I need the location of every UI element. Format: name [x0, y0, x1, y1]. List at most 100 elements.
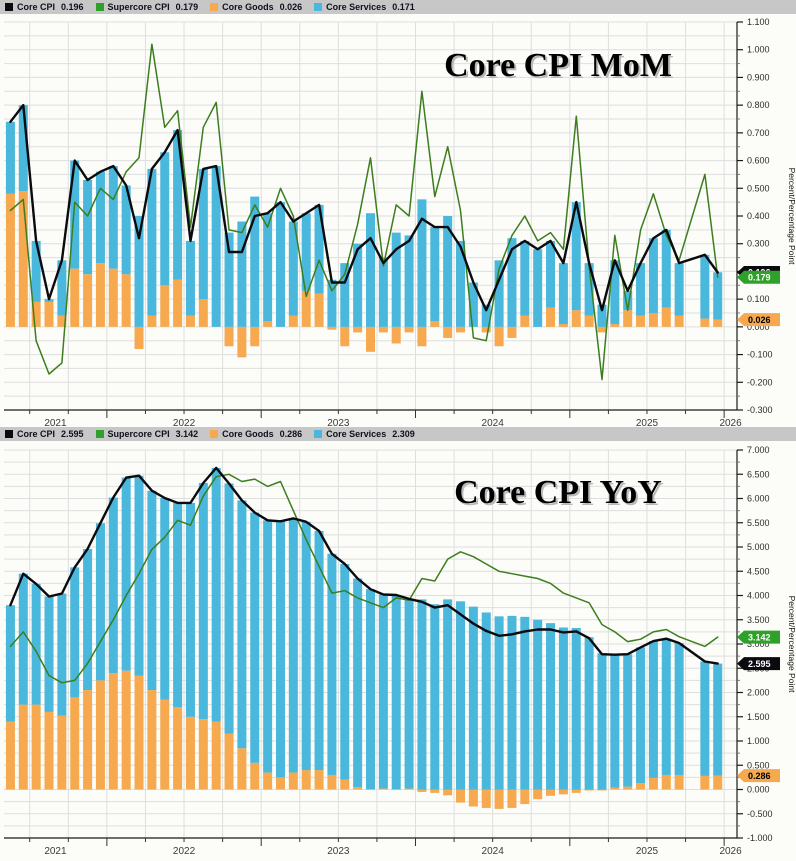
svg-text:0.400: 0.400	[747, 211, 770, 221]
svg-text:Core CPI YoY: Core CPI YoY	[454, 474, 662, 511]
core-goods-swatch-icon	[210, 3, 219, 11]
svg-text:0.179: 0.179	[748, 272, 771, 282]
line-core-cpi	[9, 103, 719, 312]
svg-text:7.000: 7.000	[747, 445, 770, 455]
svg-text:2022: 2022	[173, 846, 196, 857]
year-labels: 2021 2022 2023 2024 2025 2026	[44, 418, 742, 427]
legend-item-supercore-cpi: Supercore CPI 3.142	[95, 429, 199, 439]
bars-core-goods	[5, 670, 723, 809]
svg-text:2026: 2026	[719, 418, 742, 427]
svg-text:Core CPI MoM: Core CPI MoM	[444, 47, 672, 84]
legend-item-supercore-cpi: Supercore CPI 0.179	[95, 2, 199, 12]
svg-text:Core CPI MoM: Core CPI MoM	[446, 49, 674, 86]
svg-text:2025: 2025	[636, 846, 659, 857]
legend-value: 0.179	[175, 2, 199, 12]
mom-chart: -0.300-0.200-0.1000.0000.1000.2000.3000.…	[0, 14, 796, 427]
core-services-swatch-icon	[314, 3, 323, 11]
svg-text:4.500: 4.500	[747, 566, 770, 576]
legend-item-core-cpi: Core CPI 2.595	[5, 429, 84, 439]
legend-value: 0.196	[61, 2, 84, 12]
legend-label: Core Services	[326, 2, 387, 12]
svg-text:0.800: 0.800	[747, 100, 770, 110]
legend-label: Supercore CPI	[107, 2, 170, 12]
svg-text:-1.000: -1.000	[747, 833, 773, 843]
legend-value: 0.286	[279, 429, 303, 439]
svg-text:0.600: 0.600	[747, 156, 770, 166]
svg-text:1.500: 1.500	[747, 712, 770, 722]
supercore-cpi-swatch-icon	[95, 3, 104, 11]
x-axis	[4, 409, 737, 418]
svg-text:2021: 2021	[44, 846, 67, 857]
legend-value: 2.595	[61, 429, 84, 439]
mom-legend: Core CPI 0.196 Supercore CPI 0.179 Core Good…	[0, 0, 796, 14]
y-axis: -1.000 -0.500 0.000 0.500 1.000 1.500 2.000 2.5…	[736, 445, 773, 843]
legend-value: 0.171	[392, 2, 415, 12]
svg-text:0.700: 0.700	[747, 128, 770, 138]
yoy-chart: -1.000 -0.500 0.000 0.500 1.000 1.500 2.000 2.5…	[0, 441, 796, 861]
svg-text:2.000: 2.000	[747, 688, 770, 698]
svg-text:5.500: 5.500	[747, 518, 770, 528]
legend-item-core-services: Core Services 0.171	[314, 2, 415, 12]
legend-label: Core CPI	[17, 429, 56, 439]
svg-text:2024: 2024	[482, 418, 505, 427]
legend-label: Core Goods	[222, 429, 274, 439]
svg-text:0.500: 0.500	[747, 183, 770, 193]
svg-text:5.000: 5.000	[747, 542, 770, 552]
legend-item-core-goods: Core Goods 0.026	[210, 2, 302, 12]
svg-text:0.100: 0.100	[747, 294, 770, 304]
yoy-legend: Core CPI 2.595 Supercore CPI 3.142 Core Good…	[0, 427, 796, 441]
svg-text:2023: 2023	[327, 418, 350, 427]
axis-badge-0.286	[737, 769, 780, 783]
svg-text:0.900: 0.900	[747, 72, 770, 82]
core-services-swatch-icon	[314, 430, 323, 438]
svg-text:2.595: 2.595	[748, 659, 771, 669]
svg-text:0.500: 0.500	[747, 760, 770, 770]
svg-text:3.000: 3.000	[747, 639, 770, 649]
axis-badge-2.595	[737, 657, 780, 671]
bars-core-services	[5, 467, 723, 790]
svg-text:-0.500: -0.500	[747, 809, 773, 819]
svg-text:3.500: 3.500	[747, 615, 770, 625]
svg-text:2026: 2026	[719, 846, 742, 857]
legend-item-core-goods: Core Goods 0.286	[210, 429, 302, 439]
line-core-cpi	[9, 466, 719, 665]
svg-text:2024: 2024	[482, 846, 505, 857]
year-labels: 2021 2022 2023 2024 2025 2026	[44, 846, 742, 857]
core-goods-swatch-icon	[210, 430, 219, 438]
svg-text:0.000: 0.000	[747, 322, 770, 332]
legend-label: Core Goods	[222, 2, 274, 12]
axis-badge-0.179	[737, 270, 780, 284]
legend-value: 3.142	[175, 429, 199, 439]
svg-text:-0.200: -0.200	[747, 377, 773, 387]
svg-text:2022: 2022	[173, 418, 196, 427]
svg-text:0.286: 0.286	[748, 771, 771, 781]
svg-text:2025: 2025	[636, 418, 659, 427]
legend-label: Core CPI	[17, 2, 56, 12]
legend-label: Core Services	[326, 429, 387, 439]
svg-text:-0.100: -0.100	[747, 350, 773, 360]
bars-core-goods	[5, 191, 723, 358]
svg-text:3.142: 3.142	[748, 632, 771, 642]
x-axis	[4, 837, 737, 846]
svg-text:6.000: 6.000	[747, 494, 770, 504]
y-axis-label: Percent/Percentage Point	[787, 168, 796, 266]
svg-text:1.000: 1.000	[747, 45, 770, 55]
core-cpi-swatch-icon	[5, 3, 13, 11]
axis-badges: 3.142 2.595 0.286	[737, 630, 780, 783]
svg-text:4.000: 4.000	[747, 591, 770, 601]
core-cpi-swatch-icon	[5, 430, 13, 438]
legend-value: 0.026	[279, 2, 303, 12]
legend-item-core-services: Core Services 2.309	[314, 429, 415, 439]
svg-text:1.000: 1.000	[747, 736, 770, 746]
legend-label: Supercore CPI	[107, 429, 170, 439]
svg-text:0.300: 0.300	[747, 239, 770, 249]
line-supercore-cpi	[9, 473, 719, 684]
legend-item-core-cpi: Core CPI 0.196	[5, 2, 84, 12]
axis-badge-0.026	[737, 313, 780, 327]
svg-text:Core CPI YoY: Core CPI YoY	[456, 476, 664, 513]
svg-text:0.000: 0.000	[747, 785, 770, 795]
svg-text:2023: 2023	[327, 846, 350, 857]
legend-value: 2.309	[392, 429, 415, 439]
